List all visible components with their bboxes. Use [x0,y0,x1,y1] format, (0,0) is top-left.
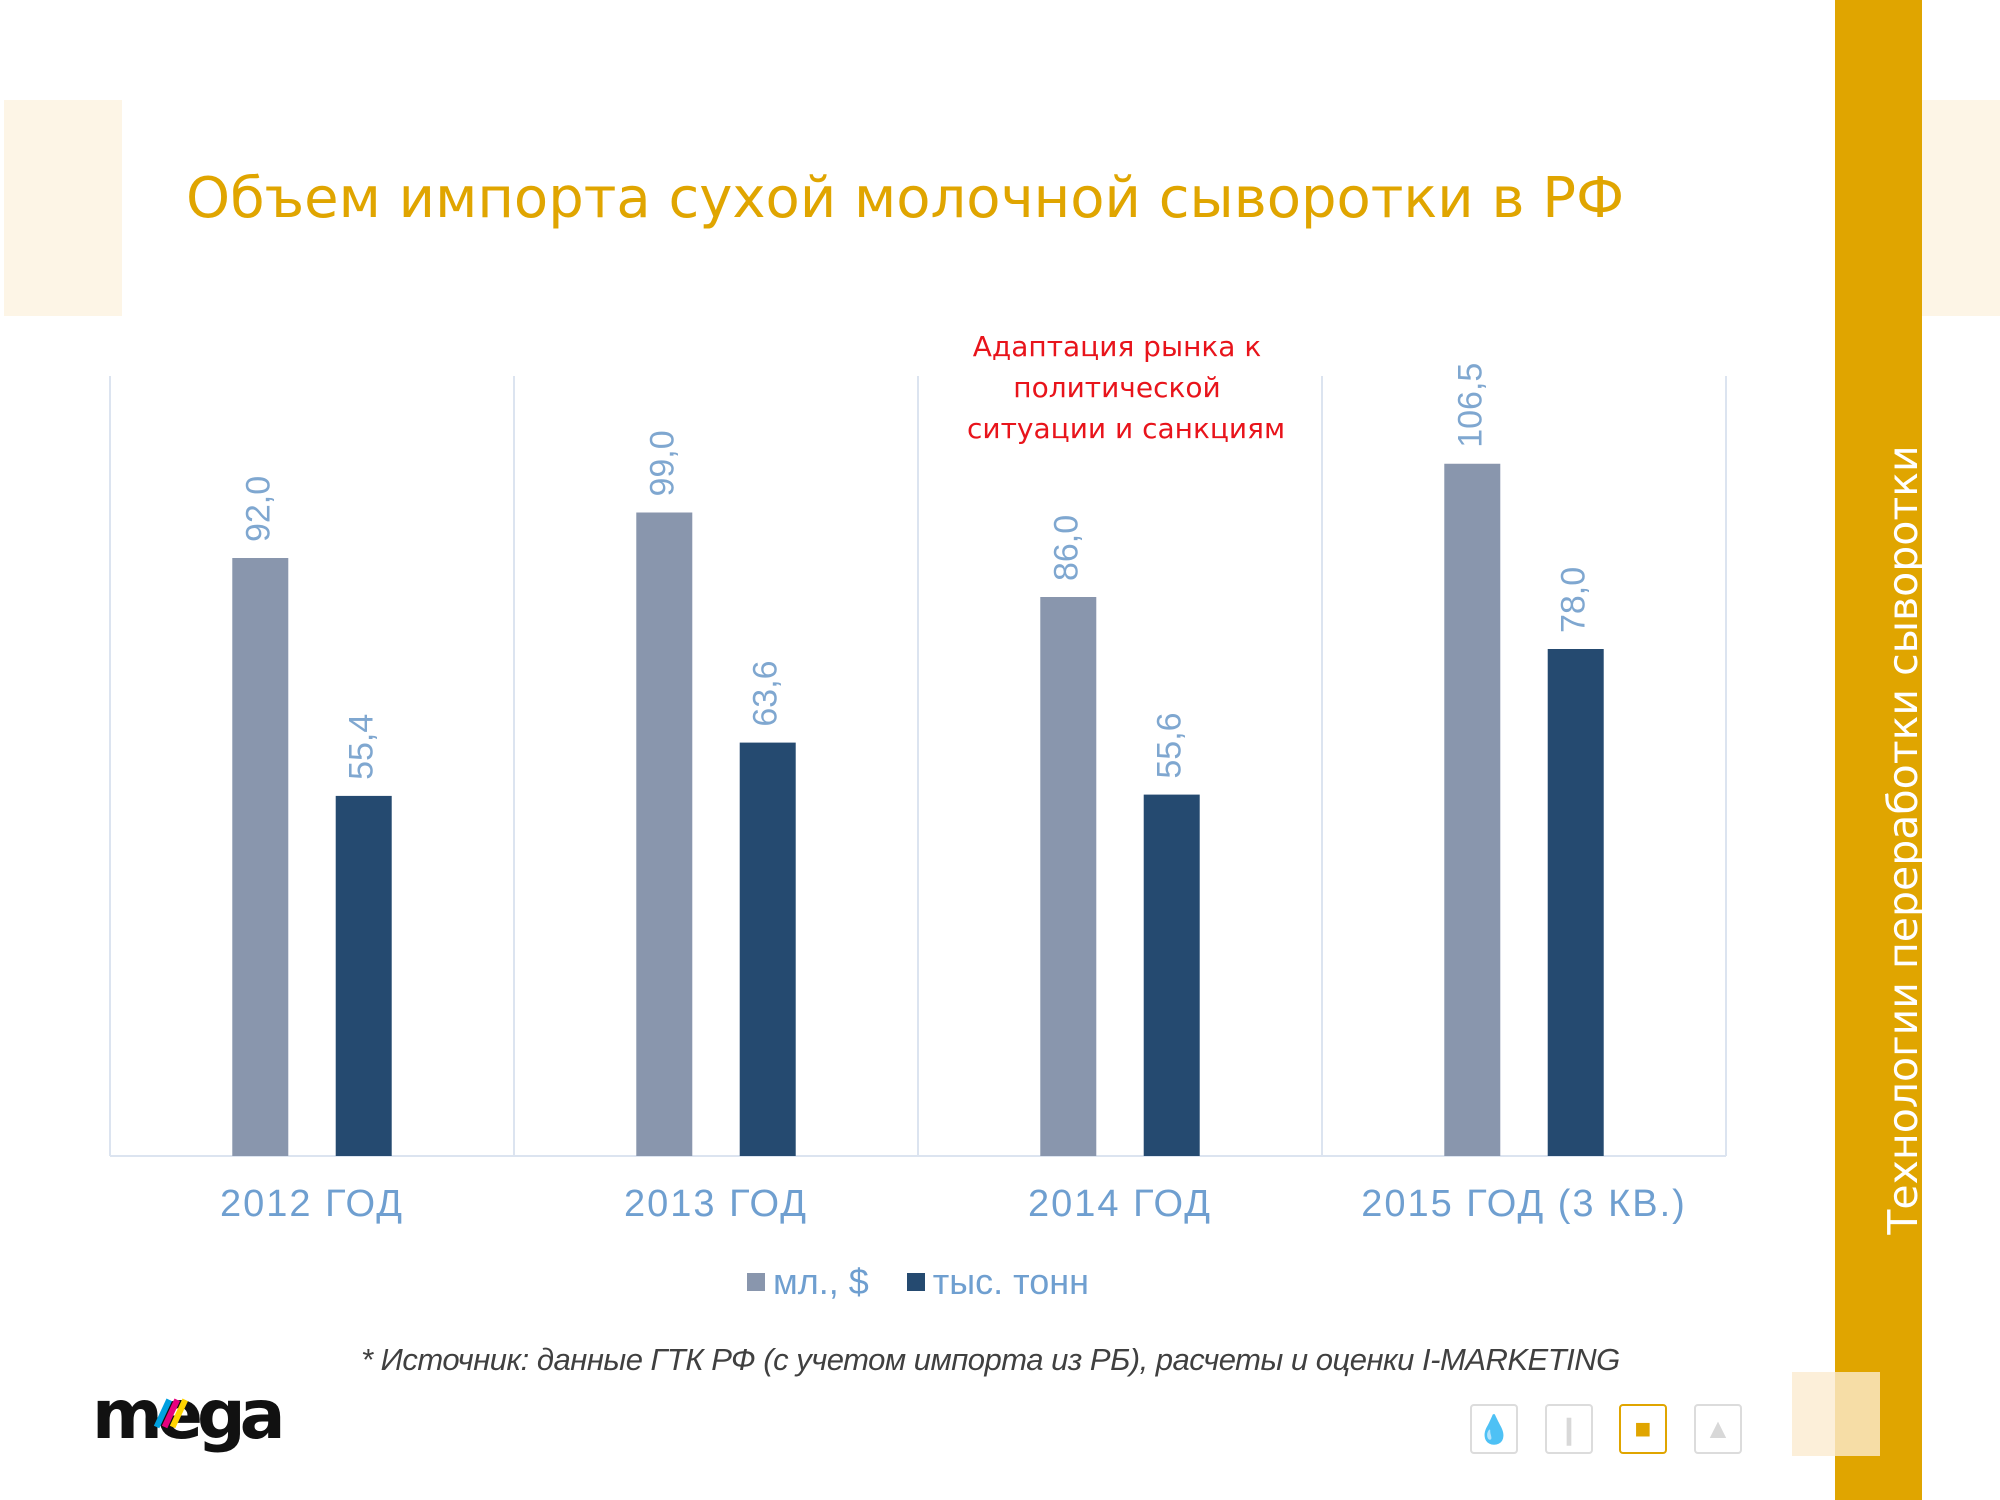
bar-tons [1143,794,1200,1156]
bar-usd [1444,463,1501,1156]
category-label: 2013 ГОД [624,1183,808,1225]
svg-text:mega: mega [92,1380,281,1455]
mega-logo: mega [92,1380,282,1455]
annotation-line: Адаптация рынка к [972,330,1262,363]
side-band [1835,0,1922,1500]
legend-label: мл., $ [772,1261,869,1302]
drops-icon[interactable]: 💧 [1470,1404,1518,1454]
data-label: 86,0 [1047,515,1085,581]
bar-usd [636,512,693,1156]
data-label: 55,6 [1151,712,1189,778]
data-label: 63,6 [747,660,785,726]
category-label: 2015 ГОД (3 КВ.) [1361,1183,1687,1225]
legend-item-usd: мл., $ [746,1261,869,1303]
chart-legend: мл., $ тыс. тонн [0,1258,1836,1303]
legend-swatch [906,1273,925,1291]
slide-title: Объем импорта сухой молочной сыворотки в… [186,166,1625,231]
bar-tons [335,795,392,1156]
legend-swatch [746,1273,765,1291]
bar-tons [1547,649,1604,1156]
decorative-panel-left [4,100,122,316]
data-label: 92,0 [239,476,277,542]
bottles-icon[interactable]: ❙ [1545,1404,1593,1454]
legend-item-tons: тыс. тонн [906,1261,1090,1303]
category-label: 2012 ГОД [220,1183,404,1225]
milk-icon[interactable]: ■ [1619,1404,1667,1454]
bar-usd [1040,597,1097,1156]
data-label: 106,5 [1451,363,1489,448]
data-label: 55,4 [343,714,381,780]
annotation-line: ситуации и санкциям [967,412,1286,445]
legend-label: тыс. тонн [932,1261,1090,1302]
data-label: 78,0 [1555,567,1593,633]
source-note: * Источник: данные ГТК РФ (с учетом импо… [361,1342,1620,1377]
decorative-panel-bottom [1792,1372,1880,1456]
bar-usd [232,558,289,1156]
bar-tons [739,742,796,1156]
annotation-line: политической [1013,371,1221,404]
data-label: 99,0 [643,430,681,496]
category-label: 2014 ГОД [1028,1183,1212,1225]
drop-stand-icon[interactable]: ▲ [1694,1404,1742,1454]
chart-annotation: Адаптация рынка к политической ситуации … [967,326,1286,449]
decorative-panel-right-outer [1922,100,2000,316]
